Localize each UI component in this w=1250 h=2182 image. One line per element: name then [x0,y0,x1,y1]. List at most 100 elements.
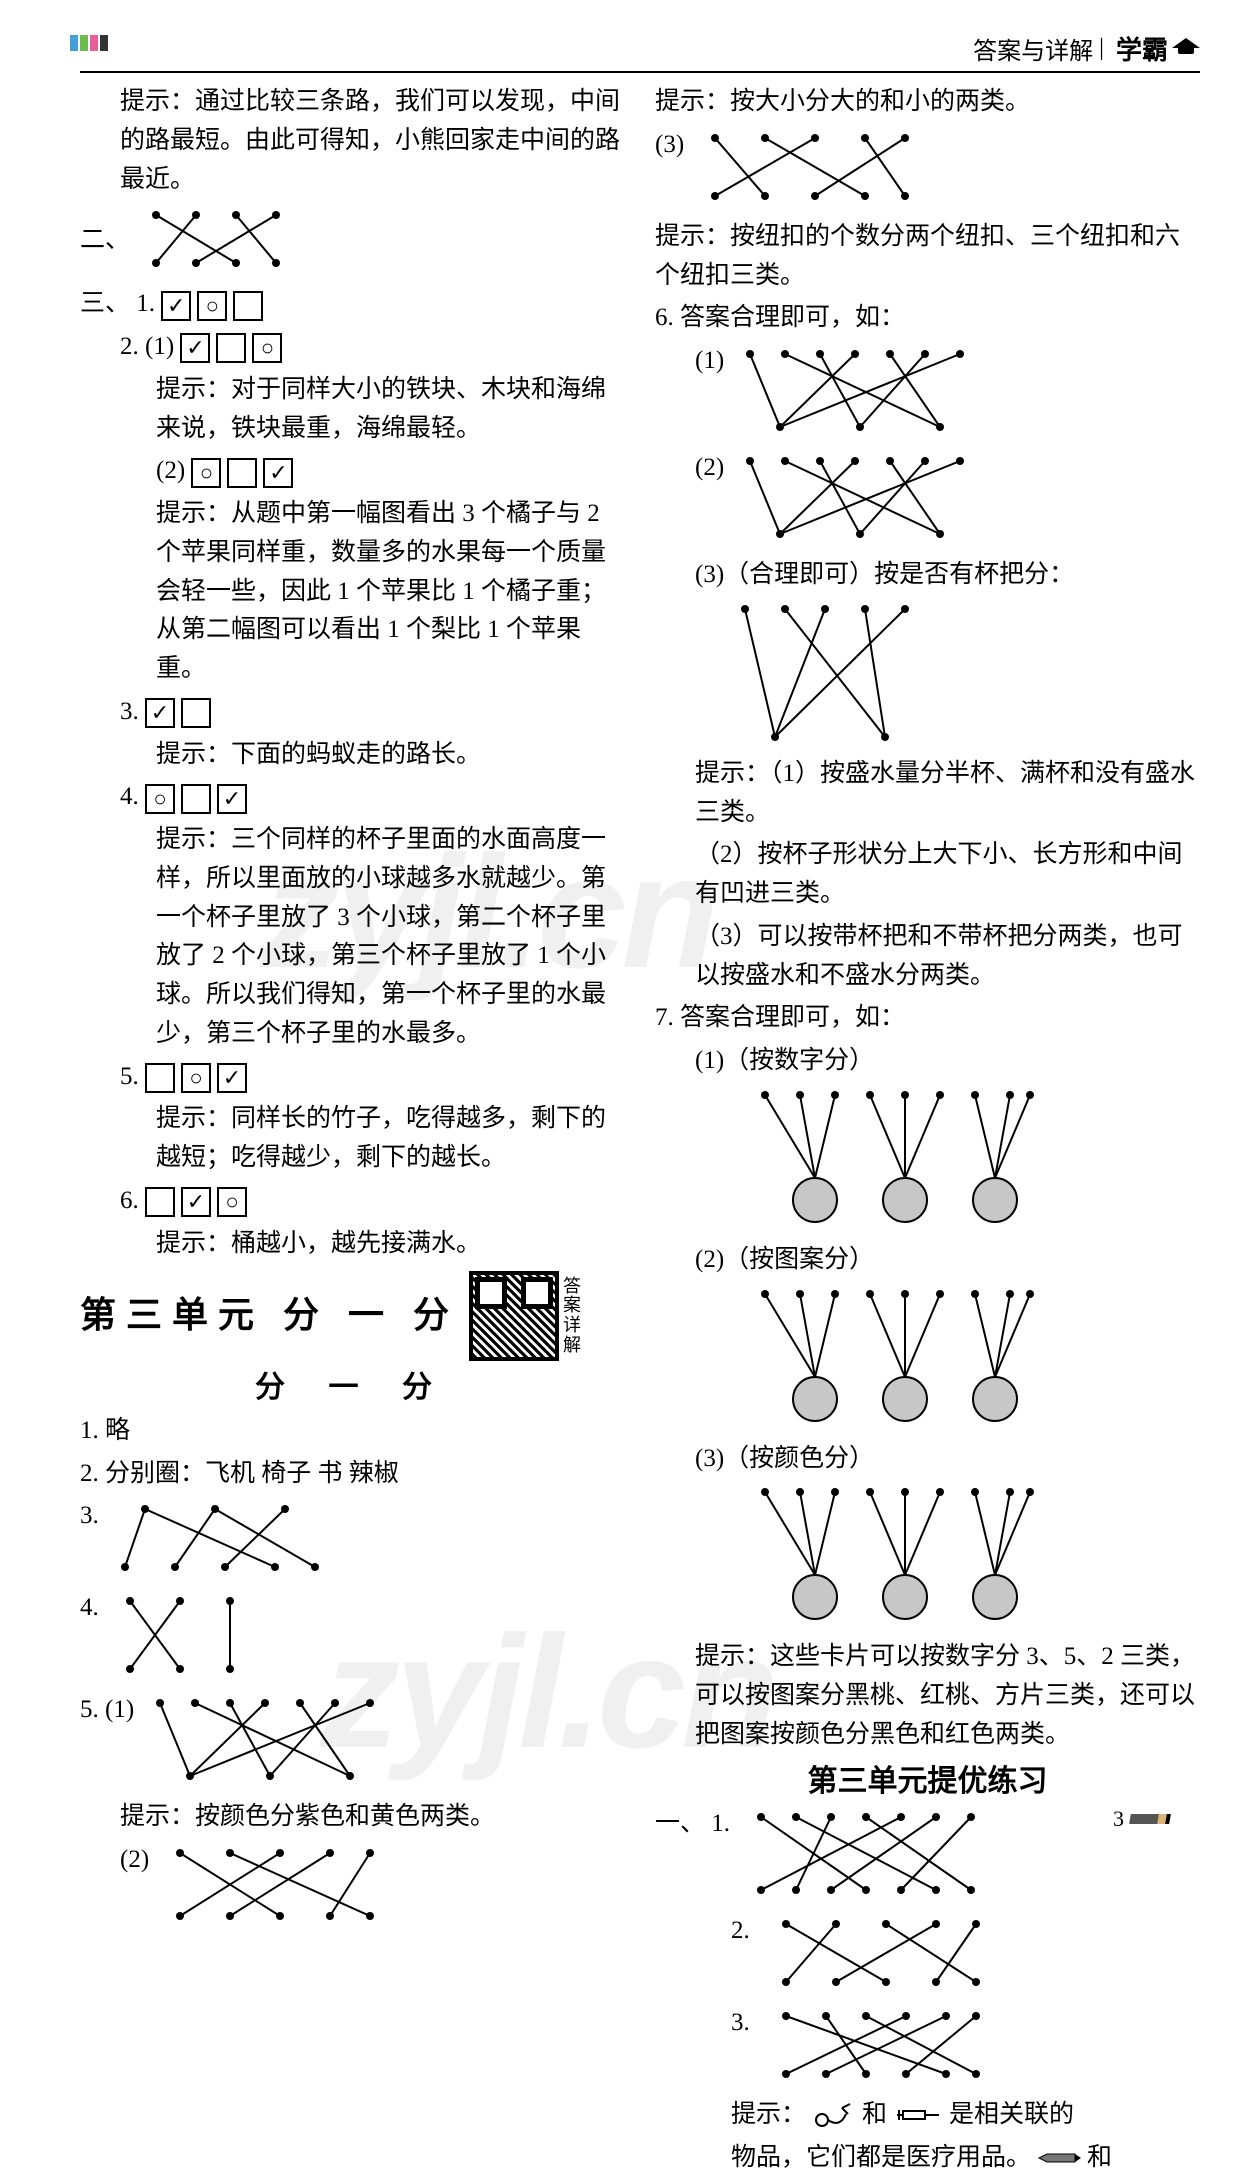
box [145,1187,175,1217]
qr-label: 答案详解 [563,1277,583,1356]
q2p2: (2) ○ ✓ [80,452,625,491]
r6-hint: 提示：（1）按盛水量分半杯、满杯和没有盛水三类。 [655,755,1200,833]
b1-text: 略 [105,1417,130,1444]
box: ○ [197,291,227,321]
graduation-cap-icon [1172,38,1200,60]
b4: 4. [80,1589,625,1687]
yi-label: 一、 [655,1810,705,1837]
sec2-label: 二、 [80,227,130,254]
right-column: 提示：按大小分大的和小的两类。 (3) 提示：按纽扣的个数分两个纽扣、三个纽扣和… [655,83,1200,2182]
q3-boxes: ✓ [145,698,211,728]
q2: 2. (1) ✓ ○ [80,328,625,367]
section-2: 二、 [80,203,625,281]
yi-hint-pre: 提示： [731,2096,806,2135]
q4-boxes: ○ ✓ [145,784,247,814]
r6-p1: (1) [655,342,1200,445]
box [216,333,246,363]
box: ✓ [161,291,191,321]
diagram-b4 [105,1591,255,1681]
yi-2: 2. [655,1912,1200,2000]
page-header: 答案与详解 | 学霸 [80,30,1200,73]
q4: 4. ○ ✓ [80,778,625,817]
box: ✓ [145,698,175,728]
r6-p3-label: (3)（合理即可）按是否有杯把分： [695,561,1074,588]
yi-hint-2b: 和 [1087,2139,1112,2178]
diagram-r7-2 [745,1284,1045,1434]
r7-p2: (2)（按图案分） [655,1241,1200,1280]
unit-title: 第三单元 分 一 分 [80,1288,459,1344]
r6-p2-label: (2) [695,454,724,481]
diagram-r6-3 [715,599,945,749]
q6-hint: 提示：桶越小，越先接满水。 [80,1225,625,1264]
r6-p1-label: (1) [695,347,724,374]
q5: 5. ○ ✓ [80,1058,625,1097]
unit-header: 第三单元 分 一 分 答案详解 [80,1271,625,1361]
practice-title: 第三单元提优练习 [655,1759,1200,1806]
yi-hint-mid: 和 [862,2096,887,2135]
diagram-b3 [105,1499,325,1579]
r0-hint: 提示：按大小分大的和小的两类。 [655,83,1200,122]
q2p2-hint: 提示：从题中第一幅图看出 3 个橘子与 2 个苹果同样重，数量多的水果每一个质量… [80,495,625,689]
box [181,698,211,728]
r7-lead-text: 答案合理即可，如： [680,1004,905,1031]
b4-label: 4. [80,1594,99,1621]
r7-p2-label: (2)（按图案分） [695,1246,874,1273]
diagram-b5-2 [155,1843,385,1928]
b1: 1. 略 [80,1412,625,1451]
r0-sub-label: (3) [655,131,684,158]
r0-sub: (3) [655,126,1200,214]
r7-label: 7. [655,1004,674,1031]
box: ✓ [263,458,293,488]
sec3-label: 三、 [80,290,130,317]
q5-label: 5. [120,1063,139,1090]
box [145,1063,175,1093]
q6-boxes: ✓ ○ [145,1187,247,1217]
q6-label: 6. [120,1187,139,1214]
diagram-r6-1 [730,344,990,439]
sub-title: 分 一 分 [80,1365,625,1412]
header-brand: 学霸 [1116,30,1168,67]
yi-3: 3. [655,2004,1200,2092]
b3: 3. [80,1497,625,1585]
q2p2-label: (2) [156,457,185,484]
b2: 2. 分别圈：飞机 椅子 书 辣椒 [80,1455,625,1494]
box [181,784,211,814]
box [233,291,263,321]
box: ○ [145,784,175,814]
stethoscope-icon [812,2100,856,2130]
r6-lead: 6. 答案合理即可，如： [655,299,1200,338]
yi-hint-row2: 物品，它们都是医疗用品。 和 [655,2139,1200,2178]
yi-hint-2a: 物品，它们都是医疗用品。 [731,2139,1031,2178]
diagram-sec2 [136,205,296,275]
box: ✓ [180,333,210,363]
q2p2-boxes: ○ ✓ [191,458,293,488]
diagram-yi1 [736,1807,996,1902]
b3-label: 3. [80,1502,99,1529]
marker-bars [70,35,108,51]
r6-line2: （2）按杯子形状分上大下小、长方形和中间有凹进三类。 [655,836,1200,914]
q6: 6. ✓ ○ [80,1182,625,1221]
diagram-r7-3 [745,1482,1045,1632]
box: ✓ [181,1187,211,1217]
box: ○ [252,333,282,363]
r7-p1: (1)（按数字分） [655,1042,1200,1081]
diagram-yi3 [756,2006,986,2086]
box: ○ [217,1187,247,1217]
yi-hint-row: 提示： 和 是相关联的 [655,2096,1200,2135]
r7-p3-label: (3)（按颜色分） [695,1445,874,1472]
r7-p3: (3)（按颜色分） [655,1440,1200,1479]
box [227,458,257,488]
b5-label: 5. [80,1696,99,1723]
q1-boxes: ✓ ○ [161,291,263,321]
r6-label: 6. [655,304,674,331]
b5-2: (2) [80,1841,625,1934]
diagram-yi2 [756,1914,986,1994]
b5-sub: (1) [105,1696,134,1723]
b1-label: 1. [80,1417,99,1444]
q2-label: 2. [120,333,139,360]
r6-line3: （3）可以按带杯把和不带杯把分两类，也可以按盛水和不盛水分两类。 [655,918,1200,996]
yi-n2: 2. [731,1917,750,1944]
q4-label: 4. [120,783,139,810]
r7-p1-label: (1)（按数字分） [695,1047,874,1074]
box: ✓ [217,784,247,814]
